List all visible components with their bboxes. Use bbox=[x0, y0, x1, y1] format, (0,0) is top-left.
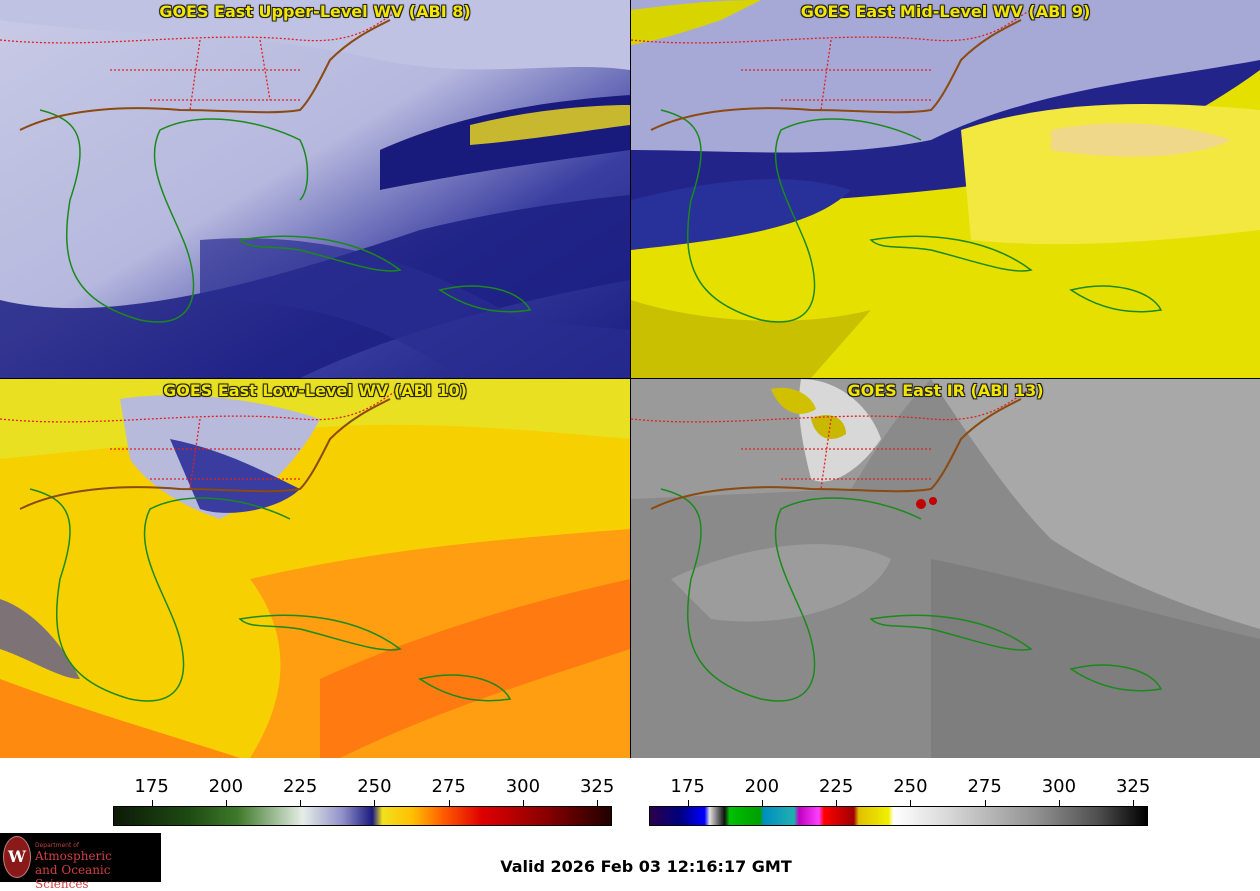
colorbar-tick-label: 300 bbox=[1041, 776, 1077, 797]
logo-line-1: Atmospheric bbox=[35, 849, 112, 863]
colorbar-tick-label: 175 bbox=[134, 776, 169, 797]
colorbar-tick bbox=[522, 800, 524, 806]
colorbar-tick bbox=[374, 800, 376, 806]
colorbar-tick bbox=[984, 800, 986, 806]
mid-wv-imagery bbox=[631, 0, 1260, 378]
valid-time: Valid 2026 Feb 03 12:16:17 GMT bbox=[500, 857, 792, 876]
logo-dept: Department of bbox=[35, 842, 79, 849]
ir-colorbar-gradient bbox=[649, 806, 1148, 826]
colorbar-tick-label: 225 bbox=[818, 776, 854, 797]
colorbar-tick-label: 275 bbox=[431, 776, 466, 797]
colorbar-tick bbox=[448, 800, 450, 806]
colorbar-tick bbox=[1058, 800, 1060, 806]
upper-wv-imagery bbox=[0, 0, 630, 378]
panel-ir: GOES East IR (ABI 13) bbox=[631, 379, 1260, 758]
colorbar-tick-label: 325 bbox=[579, 776, 615, 797]
colorbar-tick bbox=[151, 800, 153, 806]
colorbar-tick bbox=[225, 800, 227, 806]
colorbar-tick-label: 225 bbox=[282, 776, 318, 797]
colorbar-tick bbox=[687, 800, 689, 806]
horizontal-divider bbox=[0, 378, 1260, 379]
panel-title: GOES East Mid-Level WV (ABI 9) bbox=[800, 2, 1091, 21]
colorbar-tick-label: 325 bbox=[1115, 776, 1151, 797]
colorbar-tick-label: 200 bbox=[208, 776, 244, 797]
colorbar-tick-label: 175 bbox=[670, 776, 705, 797]
panel-mid-level-wv: GOES East Mid-Level WV (ABI 9) bbox=[631, 0, 1260, 378]
panel-title: GOES East Upper-Level WV (ABI 8) bbox=[159, 2, 471, 21]
panel-low-level-wv: GOES East Low-Level WV (ABI 10) bbox=[0, 379, 630, 758]
colorbar-tick bbox=[836, 800, 838, 806]
colorbar-tick-label: 200 bbox=[744, 776, 780, 797]
vertical-divider bbox=[630, 0, 631, 758]
colorbar-tick bbox=[910, 800, 912, 806]
low-wv-imagery bbox=[0, 379, 630, 758]
panel-title: GOES East IR (ABI 13) bbox=[847, 381, 1044, 400]
colorbar-tick-label: 250 bbox=[893, 776, 928, 797]
wv-colorbar: 175 200 225 250 275 300 325 bbox=[113, 776, 614, 826]
ir-colorbar: 175 200 225 250 275 300 325 bbox=[649, 776, 1150, 826]
colorbar-tick bbox=[300, 800, 302, 806]
colorbar-tick bbox=[597, 800, 599, 806]
uw-seal-icon: W bbox=[3, 836, 31, 878]
seal-letter: W bbox=[8, 847, 26, 866]
colorbar-tick bbox=[761, 800, 763, 806]
ir-imagery bbox=[631, 379, 1260, 758]
colorbar-tick-label: 300 bbox=[505, 776, 541, 797]
colorbar-tick bbox=[1133, 800, 1135, 806]
panel-title: GOES East Low-Level WV (ABI 10) bbox=[163, 381, 467, 400]
aos-logo: W Department of Atmospheric and Oceanic … bbox=[0, 833, 161, 891]
wv-colorbar-gradient bbox=[113, 806, 612, 826]
colorbar-tick-label: 275 bbox=[967, 776, 1002, 797]
panel-upper-level-wv: GOES East Upper-Level WV (ABI 8) bbox=[0, 0, 630, 378]
colorbar-tick-label: 250 bbox=[357, 776, 392, 797]
